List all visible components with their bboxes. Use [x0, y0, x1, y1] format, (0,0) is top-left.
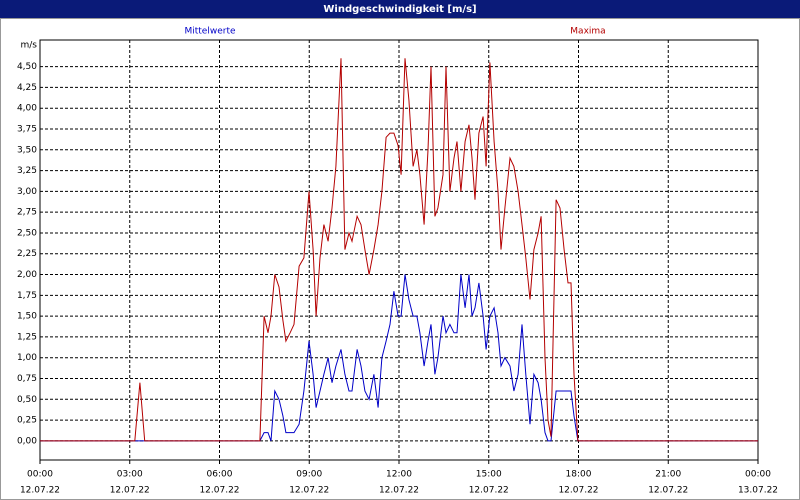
y-tick-label: 2,25	[17, 249, 37, 259]
x-tick-label: 03:00	[117, 470, 143, 480]
y-tick-label: 3,00	[17, 187, 37, 197]
x-tick-date: 12.07.22	[469, 486, 509, 496]
x-tick-date: 13.07.22	[738, 486, 778, 496]
y-tick-label: 4,00	[17, 104, 37, 114]
x-tick-date: 12.07.22	[648, 486, 688, 496]
y-tick-label: 3,25	[17, 166, 37, 176]
y-tick-label: 0,25	[17, 416, 37, 426]
y-axis-label: m/s	[21, 41, 38, 51]
x-tick-label: 00:00	[27, 470, 53, 480]
y-tick-label: 0,50	[17, 395, 37, 405]
y-tick-label: 1,50	[17, 312, 37, 322]
x-tick-label: 21:00	[655, 470, 681, 480]
x-tick-label: 09:00	[296, 470, 322, 480]
y-tick-label: 4,25	[17, 83, 37, 93]
legend-entry: Maxima	[570, 27, 605, 37]
window-border	[0, 18, 800, 500]
y-tick-label: 0,75	[17, 374, 37, 384]
legend-entry: Mittelwerte	[184, 27, 235, 37]
x-tick-date: 12.07.22	[110, 486, 150, 496]
y-tick-label: 1,75	[17, 291, 37, 301]
y-tick-label: 4,50	[17, 62, 37, 72]
x-tick-date: 12.07.22	[558, 486, 598, 496]
x-tick-label: 12:00	[386, 470, 412, 480]
y-tick-label: 2,75	[17, 208, 37, 218]
x-tick-date: 12.07.22	[379, 486, 419, 496]
series-line	[40, 274, 758, 442]
x-tick-date: 12.07.22	[289, 486, 329, 496]
y-tick-label: 2,50	[17, 228, 37, 238]
x-tick-label: 18:00	[566, 470, 592, 480]
y-tick-label: 3,75	[17, 124, 37, 134]
y-tick-label: 3,50	[17, 145, 37, 155]
x-tick-date: 12.07.22	[20, 486, 60, 496]
x-tick-label: 00:00	[745, 470, 771, 480]
plot-frame	[39, 39, 759, 461]
y-tick-label: 0,00	[17, 436, 37, 446]
title-bar	[0, 0, 800, 18]
chart-title: Windgeschwindigkeit [m/s]	[323, 4, 476, 15]
x-tick-label: 15:00	[476, 470, 502, 480]
x-tick-label: 06:00	[207, 470, 233, 480]
y-tick-label: 1,00	[17, 353, 37, 363]
series-line	[40, 58, 758, 442]
y-tick-label: 2,00	[17, 270, 37, 280]
y-tick-label: 1,25	[17, 332, 37, 342]
x-tick-date: 12.07.22	[199, 486, 239, 496]
